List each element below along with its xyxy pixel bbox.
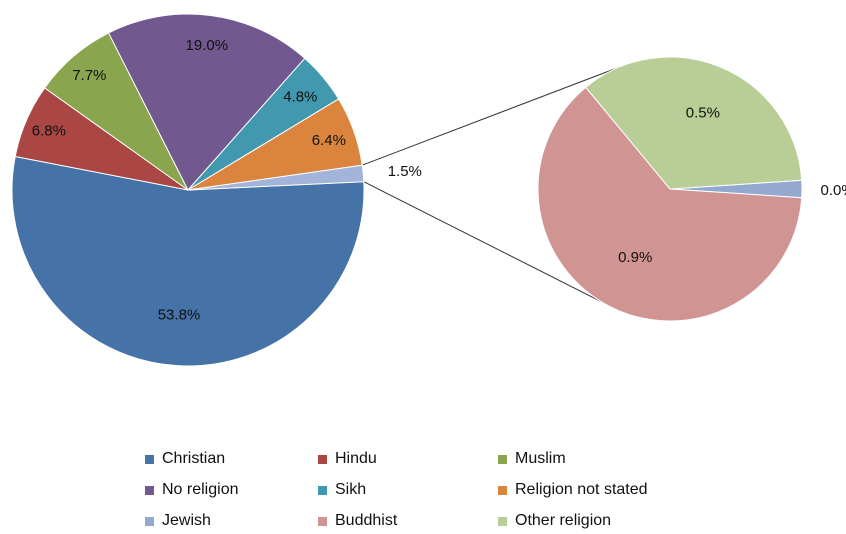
legend-swatch <box>498 485 507 495</box>
legend-item-hindu: Hindu <box>318 448 498 470</box>
main-label-religion-not-stated: 6.4% <box>312 132 346 149</box>
legend-swatch <box>145 485 154 495</box>
legend-label: No religion <box>162 481 239 498</box>
legend-item-buddhist: Buddhist <box>318 510 498 532</box>
legend-label: Jewish <box>162 512 211 529</box>
legend-item-other-religion: Other religion <box>498 510 728 532</box>
legend-label: Hindu <box>335 450 377 467</box>
secondary-slice-buddhist <box>537 86 803 322</box>
pie-of-pie-chart: 53.8% 6.8% 7.7% 19.0% 4.8% 6.4% 1.5% 0.0% 0.9% 0.… <box>11 13 846 367</box>
legend-item-religion-not-stated: Religion not stated <box>498 479 728 501</box>
main-label-muslim: 7.7% <box>72 67 106 84</box>
legend-label: Muslim <box>515 450 566 467</box>
chart-legend: Christian Hindu Muslim No religion Sikh Relig… <box>145 448 765 532</box>
connector-line-bottom <box>363 181 621 312</box>
secondary-label-buddhist: 0.9% <box>618 249 652 266</box>
main-slice-no-religion <box>107 13 306 191</box>
connector-line-top <box>362 66 621 166</box>
legend-label: Religion not stated <box>515 481 648 498</box>
legend-item-muslim: Muslim <box>498 448 728 470</box>
legend-label: Sikh <box>335 481 367 498</box>
legend-swatch <box>318 454 327 464</box>
legend-swatch <box>498 516 507 526</box>
main-label-hindu: 6.8% <box>32 122 66 139</box>
legend-item-jewish: Jewish <box>145 510 318 532</box>
legend-item-sikh: Sikh <box>318 479 498 501</box>
secondary-pie <box>537 56 803 322</box>
main-slice-christian <box>11 155 365 367</box>
main-slice-other-split <box>187 164 365 191</box>
legend-swatch <box>145 454 154 464</box>
secondary-label-jewish: 0.0% <box>821 182 846 199</box>
legend-label: Christian <box>162 450 226 467</box>
main-pie <box>11 13 365 367</box>
legend-swatch <box>498 454 507 464</box>
legend-item-christian: Christian <box>145 448 318 470</box>
secondary-label-other-religion: 0.5% <box>686 105 720 122</box>
main-label-sikh: 4.8% <box>283 89 317 106</box>
data-labels: 53.8% 6.8% 7.7% 19.0% 4.8% 6.4% 1.5% 0.0% 0.9% 0.… <box>32 37 846 324</box>
legend-swatch <box>145 516 154 526</box>
legend-label: Other religion <box>515 512 612 529</box>
legend-item-no-religion: No religion <box>145 479 318 501</box>
legend-swatch <box>318 516 327 526</box>
legend-swatch <box>318 485 327 495</box>
main-label-no-religion: 19.0% <box>186 37 229 54</box>
legend-label: Buddhist <box>335 512 398 529</box>
connector-lines <box>362 66 621 312</box>
main-label-other-split: 1.5% <box>388 163 422 180</box>
main-label-christian: 53.8% <box>158 307 201 324</box>
secondary-slice-other-religion <box>585 56 803 190</box>
